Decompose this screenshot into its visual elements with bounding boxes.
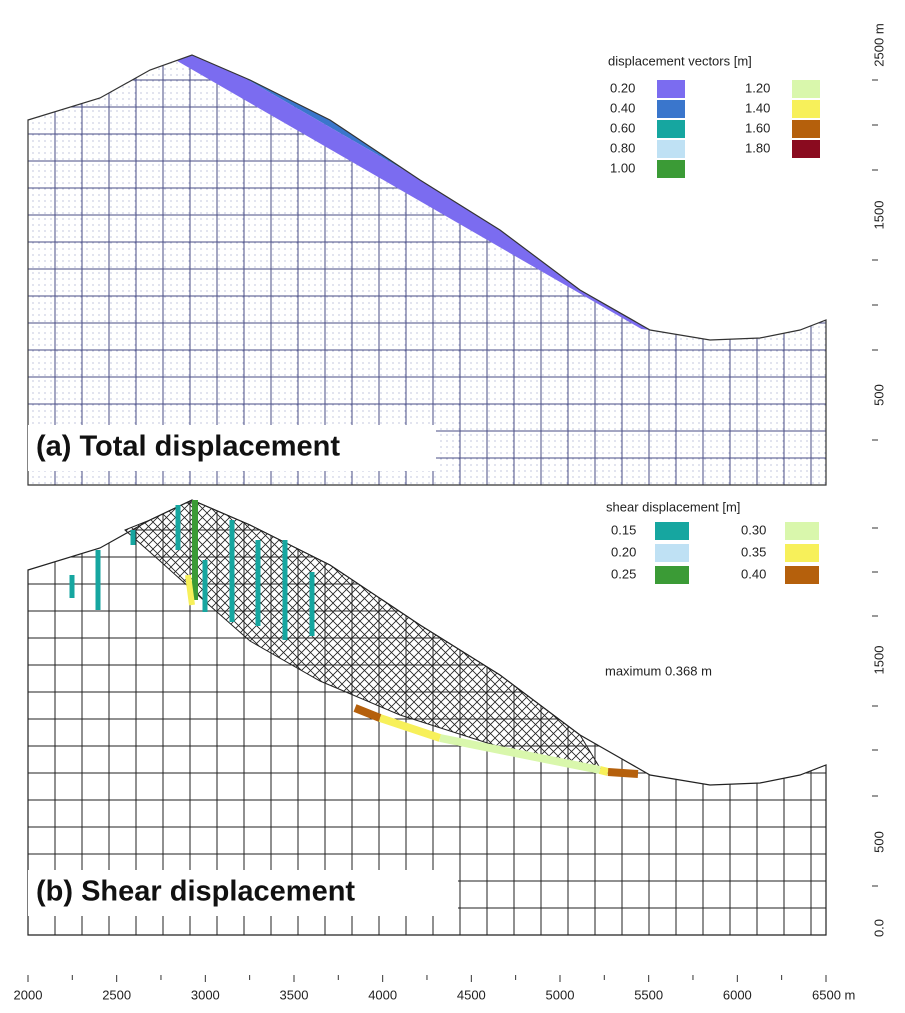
legend-swatch	[657, 160, 685, 178]
panel-label: (a) Total displacement	[36, 431, 340, 463]
legend-label: 0.40	[741, 566, 766, 581]
x-tick-label: 4000	[368, 987, 397, 1002]
x-tick-label: 4500	[457, 987, 486, 1002]
legend-label: 0.20	[610, 80, 635, 95]
legend-label: 1.80	[745, 140, 770, 155]
x-tick-label: 5000	[546, 987, 575, 1002]
band	[125, 55, 650, 330]
x-tick-label: 3000	[191, 987, 220, 1002]
panel-label: (b) Shear displacement	[36, 876, 355, 908]
y-tick-label: 500	[871, 831, 886, 853]
slip-segment	[439, 734, 601, 774]
legend-label: 1.00	[610, 160, 635, 175]
max-note: maximum 0.368 m	[605, 663, 712, 678]
y-tick-label: 2500 m	[871, 23, 886, 66]
x-tick-label: 3500	[280, 987, 309, 1002]
legend-swatch	[655, 522, 689, 540]
legend-swatch	[655, 566, 689, 584]
legend-swatch	[655, 544, 689, 562]
x-tick-label: 2000	[14, 987, 43, 1002]
legend-swatch	[792, 140, 820, 158]
y-tick-label: 500	[871, 384, 886, 406]
legend-swatch	[657, 140, 685, 158]
legend-swatch	[785, 522, 819, 540]
label-box	[28, 425, 436, 471]
legend-swatch	[785, 544, 819, 562]
legend-title: shear displacement [m]	[606, 499, 740, 514]
terrain-a	[27, 54, 827, 486]
slip-segment	[378, 714, 442, 742]
slip-segment	[599, 766, 609, 776]
legend-swatch	[792, 120, 820, 138]
y-tick-label: 1500	[871, 646, 886, 675]
legend-label: 0.80	[610, 140, 635, 155]
legend-label: 1.20	[745, 80, 770, 95]
legend-label: 1.40	[745, 100, 770, 115]
legend-swatch	[657, 100, 685, 118]
shear-marks	[69, 500, 639, 778]
shear-bar	[185, 574, 195, 606]
x-tick-label: 2500	[102, 987, 131, 1002]
label-box	[28, 870, 458, 916]
legend-label: 0.35	[741, 544, 766, 559]
legend-swatch	[792, 80, 820, 98]
legend-label: 0.20	[611, 544, 636, 559]
slip-segment	[353, 704, 382, 722]
legend-label: 0.40	[610, 100, 635, 115]
legend-label: 0.25	[611, 566, 636, 581]
slip-segment	[607, 768, 639, 778]
legend-label: 0.60	[610, 120, 635, 135]
legend-label: 0.15	[611, 522, 636, 537]
legend-label: 1.60	[745, 120, 770, 135]
legend-swatch	[657, 80, 685, 98]
x-tick-label: 5500	[634, 987, 663, 1002]
mesh-a	[28, 55, 826, 485]
x-tick-label: 6000	[723, 987, 752, 1002]
legend-swatch	[785, 566, 819, 584]
y-tick-label: 0.0	[871, 919, 886, 937]
legend-label: 0.30	[741, 522, 766, 537]
y-tick-label: 1500	[871, 201, 886, 230]
x-tick-label: 6500 m	[812, 987, 855, 1002]
legend-swatch	[792, 100, 820, 118]
legend-title: displacement vectors [m]	[608, 53, 752, 68]
legend-swatch	[657, 120, 685, 138]
